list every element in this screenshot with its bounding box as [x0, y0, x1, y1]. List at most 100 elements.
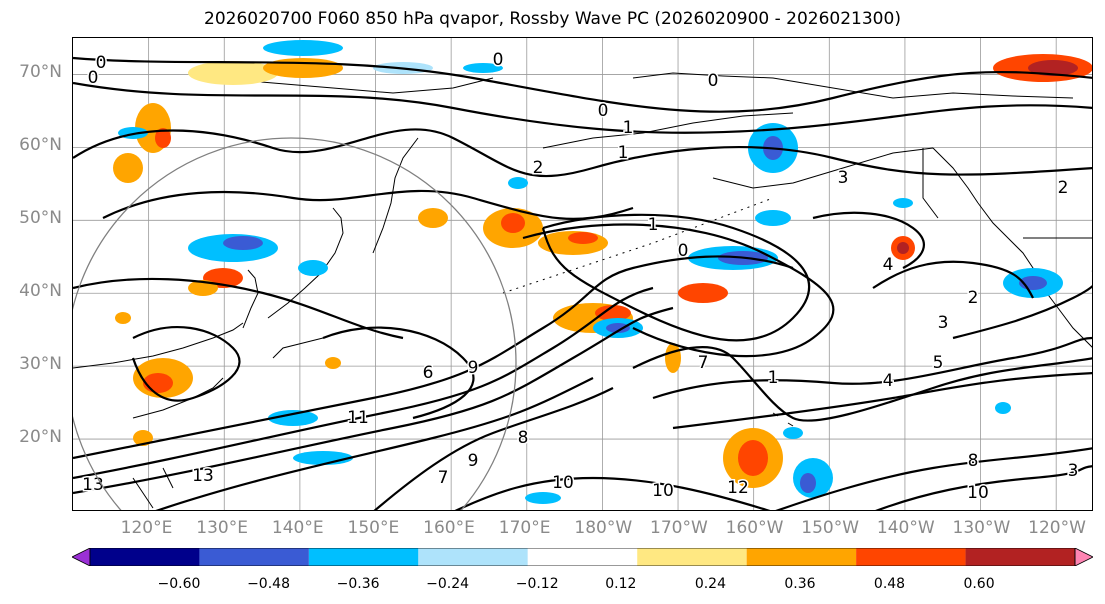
contour-line	[155, 377, 594, 510]
contour-line	[875, 465, 1092, 510]
lon-label: 130°W	[952, 518, 1011, 538]
contour-label: 0	[96, 53, 107, 73]
contour-label: 1	[618, 143, 629, 163]
lon-label: 160°E	[423, 518, 475, 538]
contour-line	[73, 286, 654, 480]
contour-label: 2	[968, 288, 979, 308]
contour-line	[373, 387, 614, 510]
colorbar-tick-label: 0.12	[605, 576, 637, 592]
contour-label: 9	[468, 358, 479, 378]
lon-label: 180°W	[574, 518, 633, 538]
qvapor-negative-patch	[525, 492, 561, 504]
qvapor-negative-patch	[463, 63, 503, 73]
contour-line	[541, 213, 811, 342]
contour-label: 1	[623, 118, 634, 138]
contour-line	[652, 336, 1092, 400]
qvapor-positive-patch	[738, 440, 768, 476]
coast-kamchatka	[372, 137, 419, 254]
contour-label: 10	[652, 481, 674, 501]
qvapor-positive-patch	[188, 61, 278, 85]
aleutians	[502, 197, 774, 294]
contour-line	[952, 270, 1092, 340]
contour-line	[73, 255, 794, 460]
colorbar-tick-label: −0.36	[336, 576, 380, 592]
qvapor-negative-patch	[298, 260, 328, 276]
contour-label: 6	[423, 363, 434, 383]
contour-line	[812, 211, 925, 269]
lon-label: 150°E	[347, 518, 400, 538]
qvapor-negative-patch	[223, 236, 263, 250]
qvapor-positive-patch	[678, 283, 728, 303]
contour-line	[872, 260, 1034, 299]
contour-label: 13	[82, 475, 104, 495]
colorbar-tick-label: −0.60	[157, 576, 201, 592]
contour-label: 0	[88, 68, 99, 88]
border-canada	[922, 148, 939, 219]
contour-line	[102, 189, 634, 221]
colorbar-lower-extend	[72, 548, 91, 566]
qvapor-negative-patch	[508, 177, 528, 189]
contour-label: 0	[598, 101, 609, 121]
colorbar-tick-label: −0.12	[515, 576, 559, 592]
qvapor-positive-patch	[115, 312, 131, 324]
colorbar-segment	[90, 548, 200, 566]
qvapor-positive-patch	[1028, 60, 1078, 76]
rossby-wave-contours	[73, 56, 1092, 510]
lon-label: 150°W	[801, 518, 860, 538]
contour-label: 12	[727, 478, 749, 498]
coast-arctic	[212, 72, 1074, 99]
contour-label: 8	[518, 428, 529, 448]
contour-label: 0	[678, 241, 689, 261]
contour-label: 8	[968, 451, 979, 471]
qvapor-positive-patch	[568, 232, 598, 244]
contour-label: 2	[533, 158, 544, 178]
contour-label: 0	[493, 50, 504, 70]
coast-alaska	[542, 112, 979, 204]
gridlines	[73, 38, 1092, 510]
contour-line	[672, 372, 1092, 430]
colorbar-upper-extend	[1074, 548, 1093, 566]
contour-line	[454, 476, 771, 510]
coastlines	[73, 72, 1092, 509]
contour-label: 4	[883, 371, 894, 391]
qvapor-positive-patch	[113, 153, 143, 183]
colorbar-segment	[637, 548, 747, 566]
contour-label: 3	[1068, 461, 1079, 481]
colorbar-segment	[746, 548, 857, 566]
contour-label: 13	[192, 466, 214, 486]
region-circle	[73, 137, 517, 510]
qvapor-positive-patch	[418, 208, 448, 228]
colorbar-segment	[418, 548, 528, 566]
colorbar-tick-label: 0.24	[694, 576, 726, 592]
contour-line	[73, 128, 1092, 178]
qvapor-negative-patch	[263, 40, 343, 56]
colorbar-tick-label: −0.48	[247, 576, 290, 592]
lat-label: 60°N	[19, 135, 62, 156]
lat-label: 20°N	[19, 427, 62, 448]
qvapor-negative-patch	[268, 410, 318, 426]
colorbar-tick-label: −0.24	[426, 576, 470, 592]
contour-label: 4	[883, 255, 894, 275]
qvapor-positive-patch	[595, 305, 631, 321]
map-title: 2026020700 F060 850 hPa qvapor, Rossby W…	[204, 9, 901, 29]
qvapor-positive-patch	[143, 373, 173, 393]
colorbar-segment	[308, 548, 419, 566]
lon-label: 120°E	[120, 518, 173, 538]
lon-label: 130°E	[196, 518, 248, 538]
contour-line	[73, 56, 1092, 113]
contour-label: 10	[552, 473, 574, 493]
qvapor-positive-patch	[501, 213, 525, 233]
qvapor-negative-patch	[995, 402, 1011, 414]
qvapor-positive-patch	[155, 128, 171, 148]
contour-line	[73, 306, 674, 495]
contour-label: 1	[768, 368, 779, 388]
contour-label: 5	[933, 353, 944, 373]
qvapor-negative-patch	[800, 473, 816, 493]
contour-label: 0	[708, 71, 719, 91]
lat-label: 40°N	[19, 281, 62, 302]
colorbar-tick-label: 0.48	[873, 576, 906, 592]
contour-line	[73, 81, 1092, 134]
colorbar-segment	[527, 548, 638, 566]
